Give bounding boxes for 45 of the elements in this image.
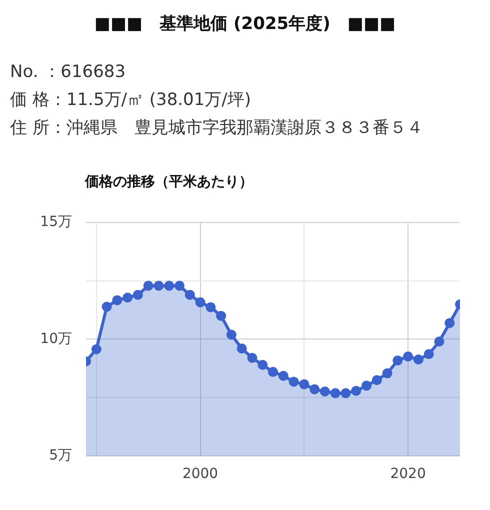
point bbox=[247, 352, 258, 363]
point bbox=[102, 302, 112, 312]
chart-subtitle: 価格の推移（平米あたり） bbox=[85, 173, 253, 191]
point bbox=[288, 376, 299, 387]
point bbox=[340, 388, 351, 398]
point bbox=[372, 375, 382, 386]
point bbox=[184, 290, 195, 300]
y-tick-label: 5万 bbox=[49, 448, 72, 464]
point bbox=[444, 318, 455, 328]
point bbox=[206, 302, 216, 312]
point bbox=[330, 388, 340, 398]
point bbox=[299, 379, 310, 390]
point bbox=[413, 354, 424, 365]
point bbox=[382, 368, 392, 378]
point bbox=[91, 344, 102, 354]
point bbox=[226, 330, 236, 340]
point bbox=[236, 344, 247, 354]
point bbox=[268, 366, 278, 377]
point bbox=[392, 355, 403, 366]
point bbox=[174, 280, 184, 291]
point bbox=[112, 295, 122, 306]
point bbox=[310, 384, 320, 394]
point bbox=[132, 290, 143, 300]
text: 価 格：11.5万/㎡ (38.01万/坪) bbox=[10, 89, 252, 111]
text: No. ：616683 bbox=[10, 61, 126, 83]
point bbox=[362, 380, 372, 391]
chart-title: ■■■ 基準地価 (2025年度) ■■■ bbox=[93, 13, 397, 35]
point bbox=[195, 297, 206, 308]
point bbox=[216, 310, 226, 321]
point bbox=[320, 386, 330, 397]
point bbox=[403, 351, 414, 362]
point bbox=[143, 280, 154, 291]
point bbox=[424, 349, 434, 360]
x-tick-label: 2020 bbox=[390, 466, 426, 482]
point bbox=[258, 360, 268, 370]
text: 住 所：沖縄県 豊見城市字我那覇漢謝原３８３番５４ bbox=[10, 117, 424, 139]
point bbox=[351, 386, 362, 396]
point bbox=[164, 280, 174, 291]
point bbox=[278, 370, 288, 381]
point bbox=[434, 336, 444, 347]
x-tick-label: 2000 bbox=[182, 466, 218, 482]
y-tick-label: 15万 bbox=[40, 214, 72, 230]
y-tick-label: 10万 bbox=[40, 330, 72, 347]
point bbox=[154, 280, 164, 291]
point bbox=[122, 292, 133, 303]
